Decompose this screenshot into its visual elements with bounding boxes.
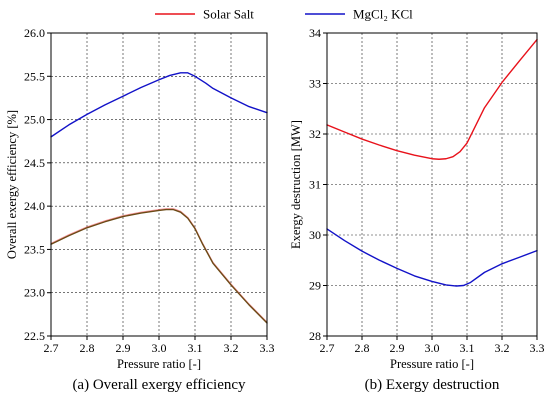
y-axis-title: Exergy destruction [MW]	[289, 120, 303, 249]
series-line-2	[50, 72, 268, 138]
legend: Solar Salt MgCl₂ KCl	[155, 7, 413, 22]
x-tick-label: 2.9	[116, 341, 131, 355]
y-axis-title: Overall exergy efficiency [%]	[5, 110, 19, 259]
y-tick-label: 25.0	[24, 113, 45, 127]
y-tick-label: 24.5	[24, 156, 45, 170]
y-tick-label: 24.0	[24, 199, 45, 213]
x-tick-label: 2.8	[80, 341, 95, 355]
y-tick-label: 23.5	[24, 242, 45, 256]
series-line-1	[50, 208, 268, 324]
x-tick-label: 2.8	[355, 341, 370, 355]
x-tick-label: 3.2	[224, 341, 239, 355]
x-tick-label: 3.3	[530, 341, 545, 355]
panel-caption: (a) Overall exergy efficiency	[72, 377, 246, 393]
x-tick-label: 3.1	[460, 341, 475, 355]
x-axis-title: Pressure ratio [-]	[117, 357, 201, 371]
legend-label-1: MgCl₂ KCl	[353, 7, 413, 22]
y-tick-label: 22.5	[24, 329, 45, 343]
y-tick-label: 26.0	[24, 26, 45, 40]
y-tick-label: 32	[309, 127, 321, 141]
x-tick-label: 2.7	[320, 341, 335, 355]
y-tick-label: 34	[309, 26, 321, 40]
x-tick-label: 3.0	[425, 341, 440, 355]
panel-caption: (b) Exergy destruction	[365, 377, 500, 393]
y-tick-label: 33	[309, 77, 321, 91]
y-tick-label: 30	[309, 228, 321, 242]
x-tick-label: 3.2	[495, 341, 510, 355]
x-tick-label: 3.3	[260, 341, 275, 355]
y-tick-label: 28	[309, 329, 321, 343]
y-tick-label: 29	[309, 279, 321, 293]
x-axis-title: Pressure ratio [-]	[390, 357, 474, 371]
chart-exergy-destruction: 2.7 2.8 2.9 3.0 3.1 3.2 3.3 28 29 30 31 32 33 34 Press…	[289, 26, 545, 393]
series-line-1	[326, 228, 538, 287]
chart-overall-exergy-efficiency: 2.7 2.8 2.9 3.0 3.1 3.2 3.3 22.5 23.0 23.5 24.0 24.…	[5, 26, 275, 393]
x-tick-label: 2.7	[44, 341, 59, 355]
y-tick-label: 25.5	[24, 69, 45, 83]
y-tick-label: 23.0	[24, 286, 45, 300]
x-tick-label: 3.0	[152, 341, 167, 355]
y-tick-label: 31	[309, 178, 321, 192]
x-tick-label: 3.1	[188, 341, 203, 355]
x-tick-label: 2.9	[390, 341, 405, 355]
legend-label-0: Solar Salt	[203, 7, 254, 22]
series-line-0	[326, 38, 538, 160]
